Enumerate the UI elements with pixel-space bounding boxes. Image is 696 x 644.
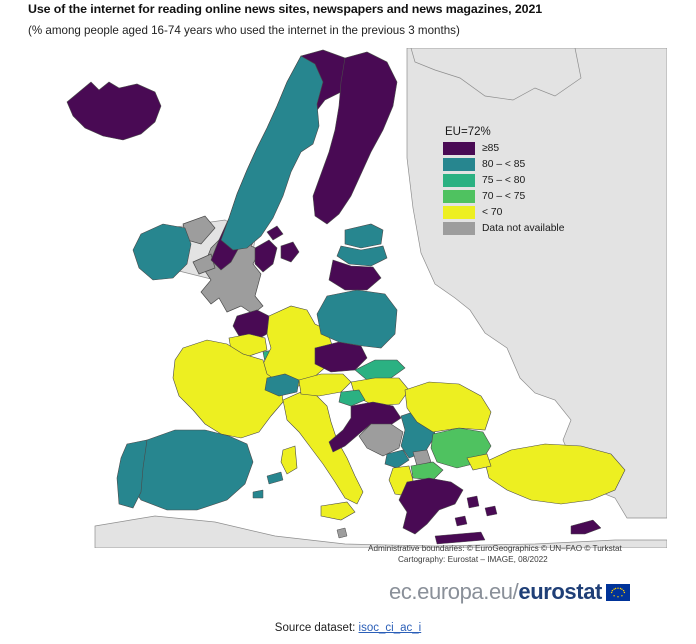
country-denmark [254, 225, 300, 273]
legend-item-5[interactable]: Data not available [443, 221, 573, 236]
country-poland [316, 289, 398, 349]
country-turkiye [484, 443, 626, 505]
credits-line-1: Administrative boundaries: © EuroGeograp… [368, 544, 622, 553]
brand-url-prefix: ec.europa.eu/ [389, 579, 519, 604]
page-subtitle: (% among people aged 16-74 years who use… [28, 24, 460, 37]
country-cyprus [570, 519, 602, 535]
credits-line-2: Cartography: Eurostat – IMAGE, 08/2022 [398, 555, 548, 564]
country-france [172, 339, 284, 439]
legend-item-4[interactable]: < 70 [443, 205, 573, 220]
country-malta [336, 527, 348, 539]
brand-name: eurostat [518, 579, 602, 604]
legend-label-5: Data not available [482, 222, 565, 234]
legend-swatch-icon-5 [443, 222, 475, 235]
region-sardinia [280, 445, 298, 475]
country-austria [298, 373, 352, 397]
source-dataset-link[interactable]: isoc_ci_ac_i [358, 622, 422, 634]
country-italy [282, 391, 364, 505]
legend-item-1[interactable]: 80 – < 85 [443, 157, 573, 172]
country-bosnia-and-herzegovina [358, 423, 404, 457]
legend-item-0[interactable]: ≥85 [443, 141, 573, 156]
legend-label-2: 75 – < 80 [482, 174, 526, 186]
region-greek-islands [434, 495, 498, 545]
legend-label-1: 80 – < 85 [482, 158, 526, 170]
legend-swatch-icon-1 [443, 158, 475, 171]
country-lithuania [328, 259, 382, 291]
region-turkiye-thrace [466, 453, 492, 471]
country-croatia [328, 401, 402, 453]
legend-label-4: < 70 [482, 206, 503, 218]
legend-item-3[interactable]: 70 – < 75 [443, 189, 573, 204]
country-slovenia [338, 389, 366, 407]
legend-swatch-icon-0 [443, 142, 475, 155]
region-balearic-islands [252, 471, 284, 499]
region-sicily [320, 501, 356, 521]
choropleth-map [15, 48, 667, 548]
page-title: Use of the internet for reading online n… [28, 2, 543, 16]
country-greece [398, 477, 464, 535]
country-montenegro [384, 449, 410, 469]
eu-flag-icon [605, 583, 630, 601]
map-svg [15, 48, 667, 548]
region-kosovo [412, 449, 432, 467]
source-dataset-label: Source dataset: [274, 622, 356, 634]
country-switzerland [264, 373, 300, 397]
legend-item-2[interactable]: 75 – < 80 [443, 173, 573, 188]
country-portugal [116, 439, 148, 509]
country-finland [312, 51, 398, 225]
source-dataset-line: Source dataset: isoc_ci_ac_i [0, 622, 696, 634]
country-romania [404, 381, 492, 433]
legend-label-0: ≥85 [482, 142, 500, 154]
map-credits: Administrative boundaries: © EuroGeograp… [368, 543, 668, 565]
map-legend: EU=72% ≥85 80 – < 85 75 – < 80 70 – < 75… [443, 126, 573, 237]
country-iceland [66, 81, 162, 141]
legend-swatch-icon-3 [443, 190, 475, 203]
country-sweden [220, 55, 324, 251]
eurostat-brand: ec.europa.eu/ eurostat [389, 579, 630, 605]
legend-swatch-icon-4 [443, 206, 475, 219]
legend-eu-value: EU=72% [445, 126, 491, 138]
legend-label-3: 70 – < 75 [482, 190, 526, 202]
region-north-africa [94, 515, 667, 548]
country-ireland [132, 223, 192, 281]
country-latvia [336, 245, 388, 267]
legend-swatch-icon-2 [443, 174, 475, 187]
country-north-macedonia [410, 461, 444, 481]
country-estonia [344, 223, 384, 249]
